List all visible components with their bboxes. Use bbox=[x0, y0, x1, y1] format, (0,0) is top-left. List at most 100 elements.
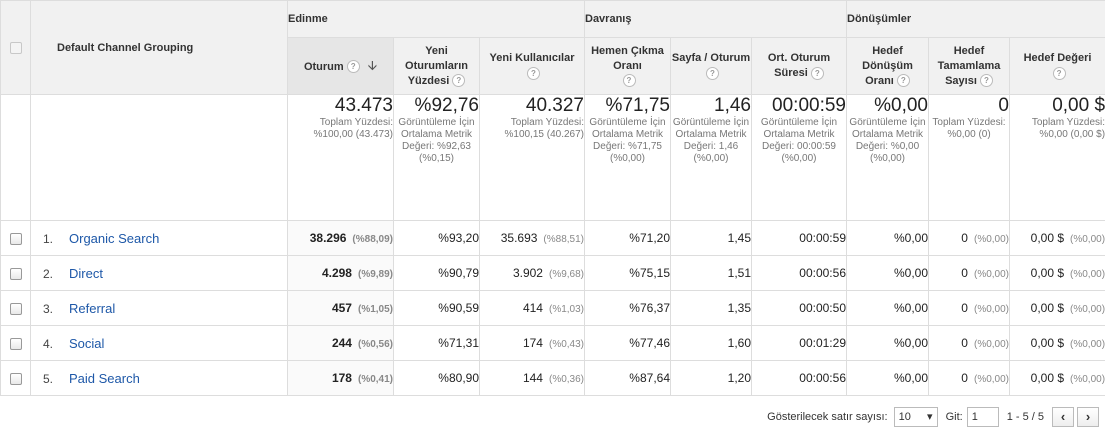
goal-value-cell: 0,00 $ (%0,00) bbox=[1008, 360, 1105, 396]
col-sessions-label: Oturum bbox=[303, 60, 344, 73]
goal-conversion-rate-cell: %0,00 bbox=[846, 255, 929, 291]
col-goal-conversion-rate-label: Hedef Dönüşüm Oranı bbox=[862, 44, 913, 87]
dimension-header[interactable]: Default Channel Grouping bbox=[30, 0, 288, 95]
help-icon[interactable]: ? bbox=[706, 66, 719, 80]
row-checkbox[interactable] bbox=[0, 255, 31, 291]
avg-session-duration-cell: 00:00:50 bbox=[751, 290, 847, 326]
col-new-users-label: Yeni Kullanıcılar bbox=[489, 52, 575, 64]
row-index: 4. bbox=[43, 336, 54, 351]
bounce-rate-cell: %71,20 bbox=[584, 220, 671, 256]
goto-page-input[interactable]: 1 bbox=[966, 406, 999, 427]
goal-value-cell: 0,00 $ (%0,00) bbox=[1008, 220, 1105, 256]
col-pages-per-session[interactable]: Sayfa / Oturum? bbox=[670, 37, 752, 95]
goal-conversion-rate-cell: %0,00 bbox=[846, 360, 929, 396]
help-icon[interactable]: ? bbox=[1052, 66, 1066, 80]
row-checkbox[interactable] bbox=[0, 220, 31, 256]
goal-completions-cell: 0 (%0,00) bbox=[928, 360, 1010, 396]
total-goal-value: 0,00 $ Toplam Yüzdesi: %0,00 (0,00 $) bbox=[1008, 94, 1105, 221]
dropdown-arrow-icon: ▾ bbox=[927, 411, 933, 423]
new-users-cell: 144 (%0,36) bbox=[479, 360, 585, 396]
table-row: 4. Social 244 (%0,56) %71,31 174 (%0,43) %77,46… bbox=[0, 325, 1105, 361]
row-checkbox[interactable] bbox=[0, 325, 31, 361]
row-checkbox[interactable] bbox=[0, 360, 31, 396]
new-users-cell: 35.693 (%88,51) bbox=[479, 220, 585, 256]
help-icon[interactable]: ? bbox=[896, 74, 910, 88]
channel-cell: 4. Social bbox=[30, 325, 288, 361]
channel-cell: 5. Paid Search bbox=[30, 360, 288, 396]
channel-link[interactable]: Organic Search bbox=[69, 230, 160, 246]
total-bounce-rate: %71,75 Görüntüleme İçin Ortalama Metrik D… bbox=[584, 94, 671, 221]
col-new-sessions-pct[interactable]: Yeni Oturumların Yüzdesi? bbox=[393, 37, 480, 95]
row-checkbox[interactable] bbox=[0, 290, 31, 326]
col-avg-session-duration[interactable]: Ort. Oturum Süresi? bbox=[751, 37, 847, 95]
sessions-cell: 457 (%1,05) bbox=[287, 290, 394, 326]
col-new-users[interactable]: Yeni Kullanıcılar? bbox=[479, 37, 585, 95]
total-new-users: 40.327 Toplam Yüzdesi: %100,15 (40.267) bbox=[479, 94, 585, 221]
next-page-button[interactable]: › bbox=[1077, 406, 1099, 427]
new-users-cell: 414 (%1,03) bbox=[479, 290, 585, 326]
new-sessions-pct-cell: %71,31 bbox=[393, 325, 480, 361]
rows-per-page-label: Gösterilecek satır sayısı: bbox=[767, 410, 888, 423]
row-index: 5. bbox=[43, 371, 54, 386]
channel-link[interactable]: Paid Search bbox=[69, 370, 140, 386]
bounce-rate-cell: %77,46 bbox=[584, 325, 671, 361]
col-goal-value-label: Hedef Değeri bbox=[1023, 52, 1092, 64]
help-icon[interactable]: ? bbox=[622, 74, 636, 88]
row-index: 2. bbox=[43, 266, 54, 281]
channel-link[interactable]: Social bbox=[69, 335, 105, 351]
goal-value-cell: 0,00 $ (%0,00) bbox=[1008, 290, 1105, 326]
goal-completions-cell: 0 (%0,00) bbox=[928, 255, 1010, 291]
goal-conversion-rate-cell: %0,00 bbox=[846, 220, 929, 256]
goal-value-cell: 0,00 $ (%0,00) bbox=[1008, 255, 1105, 291]
total-goal-conversion-rate: %0,00 Görüntüleme İçin Ortalama Metrik De… bbox=[846, 94, 929, 221]
row-index: 1. bbox=[43, 231, 54, 246]
help-icon[interactable]: ? bbox=[452, 74, 466, 88]
channel-link[interactable]: Direct bbox=[69, 265, 103, 281]
row-index: 3. bbox=[43, 301, 54, 316]
group-acquisition: Edinme bbox=[287, 0, 585, 38]
rows-per-page-select[interactable]: 10 ▾ bbox=[893, 406, 938, 427]
select-all-checkbox[interactable] bbox=[0, 0, 31, 95]
bounce-rate-cell: %75,15 bbox=[584, 255, 671, 291]
col-sessions[interactable]: Oturum? 🡫 bbox=[287, 37, 394, 95]
col-bounce-rate[interactable]: Hemen Çıkma Oranı? bbox=[584, 37, 671, 95]
channel-cell: 3. Referral bbox=[30, 290, 288, 326]
totals-row: 43.473 Toplam Yüzdesi: %100,00 (43.473) %… bbox=[0, 94, 1105, 221]
col-avg-session-duration-label: Ort. Oturum Süresi bbox=[767, 52, 831, 79]
col-pages-per-session-label: Sayfa / Oturum bbox=[671, 52, 751, 64]
goto-label: Git: bbox=[945, 410, 963, 423]
pages-per-session-cell: 1,51 bbox=[670, 255, 752, 291]
pagination: Gösterilecek satır sayısı: 10 ▾ Git: 1 1 … bbox=[767, 404, 1099, 429]
table-row: 1. Organic Search 38.296 (%88,09) %93,20 35.6… bbox=[0, 220, 1105, 256]
total-avg-session-duration: 00:00:59 Görüntüleme İçin Ortalama Metrik… bbox=[751, 94, 847, 221]
new-sessions-pct-cell: %90,59 bbox=[393, 290, 480, 326]
help-icon[interactable]: ? bbox=[346, 60, 360, 74]
col-new-sessions-pct-label: Yeni Oturumların Yüzdesi bbox=[405, 44, 468, 87]
total-new-sessions-pct: %92,76 Görüntüleme İçin Ortalama Metrik D… bbox=[393, 94, 480, 221]
avg-session-duration-cell: 00:01:29 bbox=[751, 325, 847, 361]
help-icon[interactable]: ? bbox=[527, 66, 540, 80]
avg-session-duration-cell: 00:00:56 bbox=[751, 255, 847, 291]
total-goal-completions: 0 Toplam Yüzdesi: %0,00 (0) bbox=[928, 94, 1010, 221]
bounce-rate-cell: %76,37 bbox=[584, 290, 671, 326]
channel-cell: 2. Direct bbox=[30, 255, 288, 291]
goal-value-cell: 0,00 $ (%0,00) bbox=[1008, 325, 1105, 361]
help-icon[interactable]: ? bbox=[810, 66, 824, 80]
sessions-cell: 38.296 (%88,09) bbox=[287, 220, 394, 256]
col-goal-completions[interactable]: Hedef Tamamlama Sayısı? bbox=[928, 37, 1010, 95]
pages-per-session-cell: 1,20 bbox=[670, 360, 752, 396]
help-icon[interactable]: ? bbox=[979, 74, 993, 88]
col-goal-conversion-rate[interactable]: Hedef Dönüşüm Oranı? bbox=[846, 37, 929, 95]
goal-conversion-rate-cell: %0,00 bbox=[846, 290, 929, 326]
pages-per-session-cell: 1,45 bbox=[670, 220, 752, 256]
avg-session-duration-cell: 00:00:59 bbox=[751, 220, 847, 256]
goal-completions-cell: 0 (%0,00) bbox=[928, 220, 1010, 256]
channel-link[interactable]: Referral bbox=[69, 300, 116, 316]
new-sessions-pct-cell: %90,79 bbox=[393, 255, 480, 291]
sort-desc-icon[interactable]: 🡫 bbox=[367, 57, 378, 73]
col-bounce-rate-label: Hemen Çıkma Oranı bbox=[591, 44, 664, 72]
prev-page-button[interactable]: ‹ bbox=[1052, 406, 1074, 427]
col-goal-value[interactable]: Hedef Değeri? bbox=[1008, 37, 1105, 95]
pages-per-session-cell: 1,60 bbox=[670, 325, 752, 361]
new-users-cell: 174 (%0,43) bbox=[479, 325, 585, 361]
